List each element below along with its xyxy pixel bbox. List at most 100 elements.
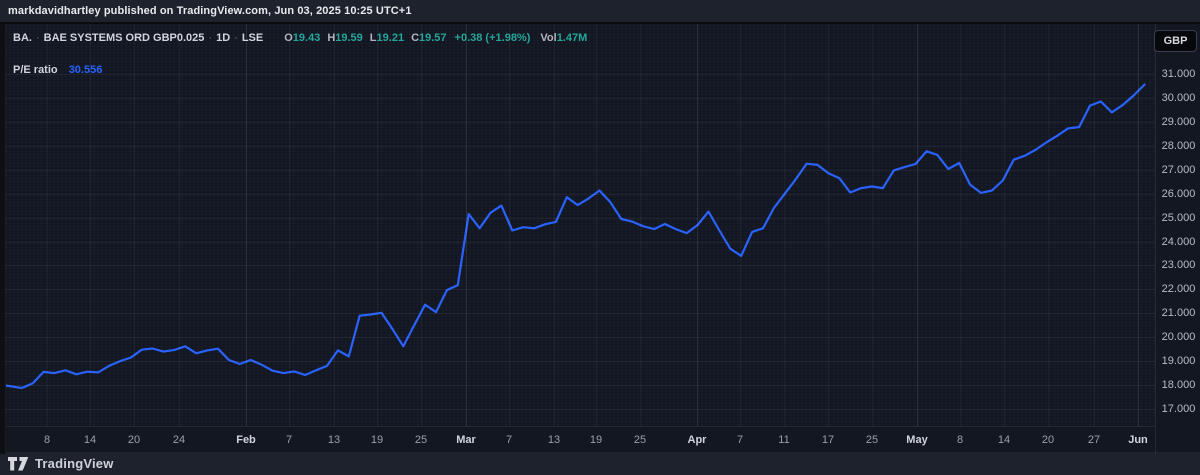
chart-interval[interactable]: 1D — [216, 32, 231, 44]
time-axis-label: 8 — [956, 434, 964, 446]
price-axis-label: 17.000 — [1161, 403, 1196, 415]
indicator-value: 30.556 — [68, 64, 103, 76]
price-axis[interactable]: 31.000 30.000 29.000 28.000 27.000 26.000 25.0… — [1155, 24, 1200, 454]
time-axis-label: 7 — [505, 434, 513, 446]
price-axis-label: 27.000 — [1161, 164, 1196, 176]
time-axis-label: 14 — [83, 434, 97, 446]
time-axis-label: 19 — [589, 434, 603, 446]
ohlc-value: 19.57 — [419, 32, 447, 44]
price-axis-label: 21.000 — [1161, 307, 1196, 319]
gridline-vertical — [697, 24, 698, 426]
price-axis-label: 31.000 — [1161, 68, 1196, 80]
ohlc-letter: H — [327, 32, 336, 44]
gridline-vertical — [246, 24, 247, 426]
gridline-vertical — [377, 24, 378, 426]
time-axis-label: 11 — [778, 434, 790, 446]
gridline-vertical — [872, 24, 873, 426]
gridline-horizontal — [0, 265, 1155, 266]
pe-ratio-line[interactable] — [0, 83, 1146, 390]
legend-separator: · — [208, 32, 213, 44]
change-value: +0.38 (+1.98%) — [454, 32, 531, 44]
gridline-vertical — [179, 24, 180, 426]
gridline-horizontal — [0, 122, 1155, 123]
exchange-name[interactable]: LSE — [241, 32, 264, 44]
time-axis-label: 25 — [633, 434, 647, 446]
price-axis-label: 19.000 — [1161, 355, 1196, 367]
price-axis-label: 23.000 — [1161, 259, 1196, 271]
gridline-horizontal — [0, 361, 1155, 362]
pe-ratio-chart[interactable] — [0, 24, 1155, 426]
indicator-label[interactable]: P/E ratio — [13, 64, 58, 76]
gridline-vertical — [1048, 24, 1049, 426]
gridline-vertical — [554, 24, 555, 426]
time-axis-label: 13 — [547, 434, 561, 446]
gridline-vertical — [134, 24, 135, 426]
volume-value: 1.47M — [556, 32, 588, 44]
price-axis-label: 26.000 — [1161, 188, 1196, 200]
time-axis-label: 20 — [1041, 434, 1055, 446]
gridline-horizontal — [0, 218, 1155, 219]
time-axis-label: 20 — [127, 434, 141, 446]
publish-info-text: markdavidhartley published on TradingVie… — [8, 5, 412, 17]
tradingview-brand-text[interactable]: TradingView — [35, 456, 114, 471]
publish-info-bar: markdavidhartley published on TradingVie… — [0, 0, 1200, 22]
ohlc-value: 19.21 — [376, 32, 405, 44]
ohlc-values: O19.43 H19.59 L19.21 C19.57 — [277, 32, 446, 44]
symbol-name[interactable]: BAE SYSTEMS ORD GBP0.025 — [43, 32, 205, 44]
volume-label: Vol — [540, 32, 557, 44]
chart-region[interactable]: BA. · BAE SYSTEMS ORD GBP0.025 · 1D · LSE O19.4… — [0, 22, 1200, 454]
gridline-vertical — [960, 24, 961, 426]
gridline-horizontal — [0, 170, 1155, 171]
gridline-vertical — [1138, 24, 1139, 426]
footer-bar: TradingView — [0, 452, 1200, 475]
gridline-vertical — [509, 24, 510, 426]
time-axis-label: Feb — [236, 434, 256, 446]
price-axis-label: 29.000 — [1161, 116, 1196, 128]
ohlc-letter: C — [411, 32, 420, 44]
time-axis-label: May — [906, 434, 928, 446]
currency-toggle-button[interactable]: GBP — [1154, 30, 1197, 52]
gridline-horizontal — [0, 385, 1155, 386]
pane-left-margin — [0, 24, 6, 454]
gridline-vertical — [740, 24, 741, 426]
time-axis[interactable]: 8 14 20 24 Feb 7 13 19 25 Mar 7 13 19 25 Apr 7 11 17 25 May… — [0, 426, 1155, 454]
price-axis-label: 20.000 — [1161, 331, 1196, 343]
gridline-vertical — [47, 24, 48, 426]
gridline-horizontal — [0, 337, 1155, 338]
gridline-vertical — [784, 24, 785, 426]
time-axis-label: 24 — [172, 434, 186, 446]
indicator-legend-row[interactable]: P/E ratio 30.556 — [13, 64, 102, 76]
gridline-horizontal — [0, 313, 1155, 314]
gridline-horizontal — [0, 194, 1155, 195]
price-axis-label: 28.000 — [1161, 140, 1196, 152]
tradingview-logo-icon[interactable] — [8, 456, 29, 471]
ohlc-letter: O — [284, 32, 293, 44]
symbol-legend-row[interactable]: BA. · BAE SYSTEMS ORD GBP0.025 · 1D · LSE O19.4… — [13, 32, 587, 44]
time-axis-label: 8 — [43, 434, 51, 446]
time-axis-label: Apr — [687, 434, 707, 446]
gridline-horizontal — [0, 242, 1155, 243]
time-axis-label: 17 — [821, 434, 835, 446]
gridline-horizontal — [0, 74, 1155, 75]
price-axis-label: 25.000 — [1161, 212, 1196, 224]
gridline-vertical — [334, 24, 335, 426]
legend-separator: · — [234, 32, 238, 44]
time-axis-label: 27 — [1087, 434, 1101, 446]
gridline-vertical — [289, 24, 290, 426]
gridline-horizontal — [0, 409, 1155, 410]
time-axis-label: 25 — [414, 434, 428, 446]
price-axis-label: 24.000 — [1161, 236, 1196, 248]
ohlc-value: 19.43 — [292, 32, 321, 44]
gridline-vertical — [828, 24, 829, 426]
gridline-horizontal — [0, 146, 1155, 147]
time-axis-label: 7 — [736, 434, 744, 446]
gridline-vertical — [596, 24, 597, 426]
gridline-vertical — [421, 24, 422, 426]
gridline-vertical — [1094, 24, 1095, 426]
symbol-ticker[interactable]: BA. — [13, 32, 32, 44]
legend-separator: · — [35, 32, 40, 44]
price-axis-label: 18.000 — [1161, 379, 1196, 391]
chart-plot-area[interactable] — [0, 24, 1155, 426]
gridline-vertical — [90, 24, 91, 426]
gridline-vertical — [917, 24, 918, 426]
